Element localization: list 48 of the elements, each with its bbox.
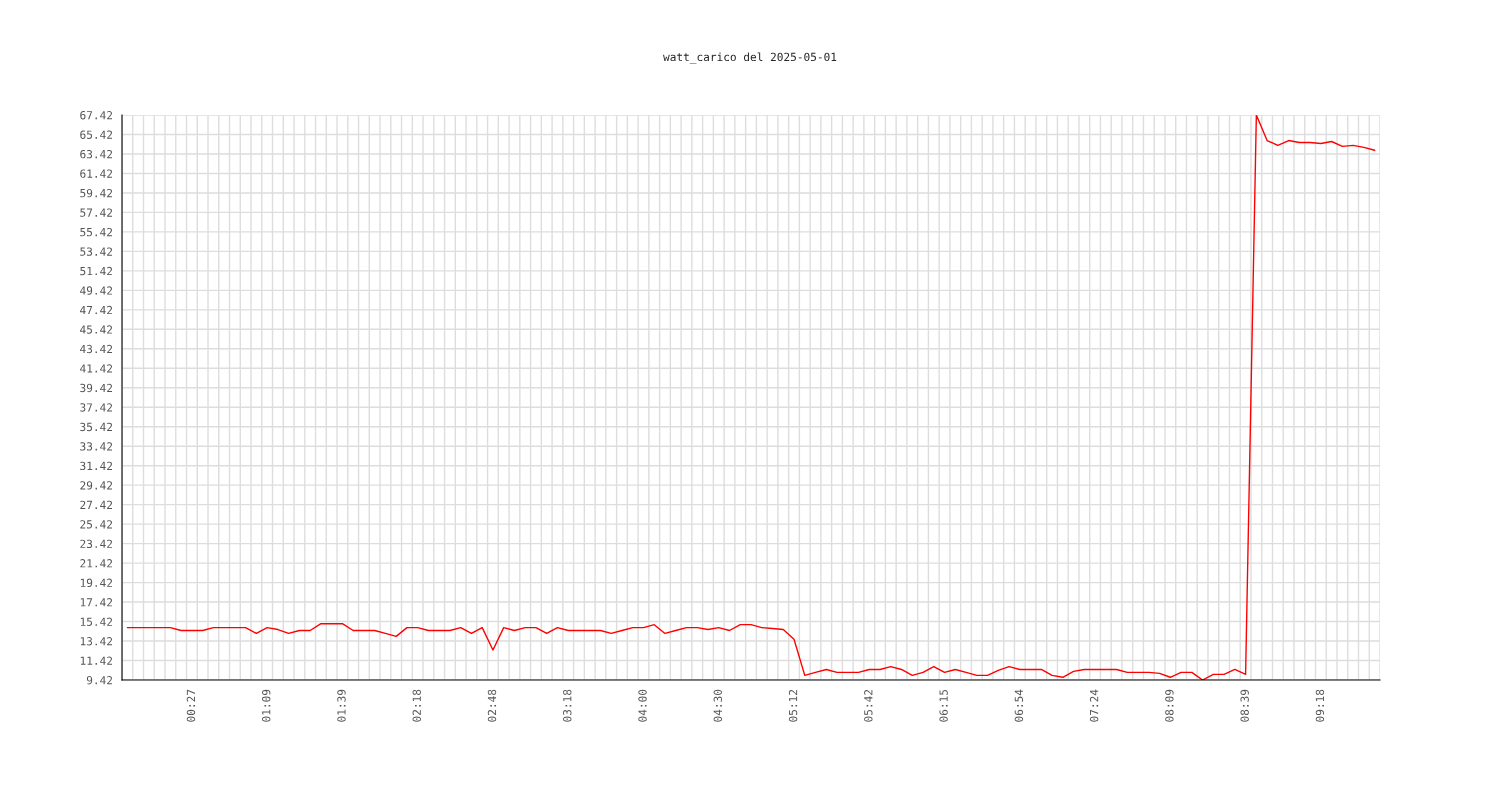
x-tick-label: 05:42: [864, 689, 873, 722]
y-tick-label: 33.42: [80, 442, 113, 451]
y-tick-label: 45.42: [80, 325, 113, 334]
x-tick-label: 06:54: [1014, 689, 1024, 722]
x-tick-label: 05:12: [788, 689, 798, 722]
y-tick-label: 41.42: [80, 364, 113, 373]
y-tick-label: 57.42: [80, 208, 113, 217]
y-tick-label: 35.42: [80, 422, 113, 432]
y-tick-label: 67.42: [80, 111, 113, 120]
x-tick-label: 09:18: [1315, 689, 1325, 722]
y-tick-label: 31.42: [80, 461, 113, 471]
y-tick-label: 39.42: [80, 383, 113, 393]
y-tick-label: 15.42: [80, 617, 113, 626]
x-tick-label: 08:09: [1165, 689, 1174, 722]
x-tick-label: 08:39: [1240, 689, 1249, 722]
x-tick-label: 01:39: [337, 689, 346, 722]
x-tick-label: 04:00: [638, 689, 647, 722]
x-tick-label: 06:15: [939, 689, 948, 722]
x-tick-label: 03:18: [563, 689, 572, 722]
x-tick-label: 02:48: [487, 689, 497, 722]
y-tick-label: 65.42: [80, 130, 113, 139]
y-tick-label: 61.42: [80, 169, 113, 178]
y-tick-label: 43.42: [80, 344, 113, 354]
y-tick-label: 25.42: [80, 520, 113, 529]
y-tick-label: 23.42: [80, 539, 113, 549]
y-tick-label: 11.42: [80, 656, 113, 665]
y-tick-label: 19.42: [80, 578, 113, 587]
x-tick-label: 07:24: [1089, 689, 1099, 722]
x-tick-label: 01:09: [262, 689, 271, 722]
chart-title: watt_carico del 2025-05-01: [663, 52, 837, 64]
y-tick-label: 17.42: [80, 598, 113, 607]
y-tick-label: 51.42: [80, 266, 113, 276]
y-tick-label: 49.42: [80, 286, 113, 295]
y-tick-label: 47.42: [80, 305, 113, 315]
x-tick-label: 02:18: [412, 689, 421, 722]
x-tick-label: 04:30: [713, 689, 722, 722]
y-tick-label: 27.42: [80, 500, 113, 509]
y-tick-label: 63.42: [80, 149, 113, 159]
y-tick-label: 29.42: [80, 481, 113, 490]
y-tick-label: 13.42: [80, 637, 113, 646]
y-tick-label: 59.42: [80, 188, 113, 198]
y-tick-label: 55.42: [80, 227, 113, 237]
y-tick-label: 9.42: [86, 676, 113, 685]
x-tick-label: 00:27: [186, 689, 196, 722]
y-tick-label: 53.42: [80, 247, 113, 256]
y-tick-label: 37.42: [80, 403, 113, 412]
line-series: [126, 115, 1376, 680]
y-tick-label: 21.42: [80, 559, 113, 568]
